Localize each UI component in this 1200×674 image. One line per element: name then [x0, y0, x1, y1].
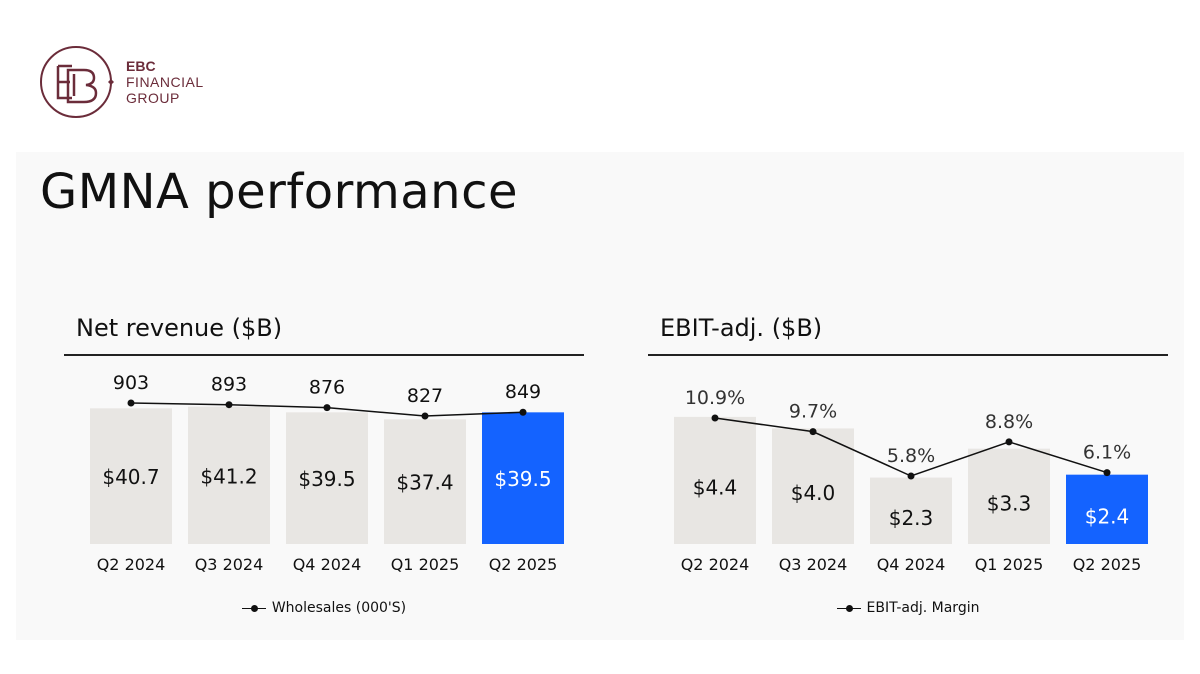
line-series-point — [225, 401, 233, 409]
line-series-label: 876 — [309, 377, 345, 399]
line-series-label: 903 — [113, 372, 149, 394]
line-series-label: 10.9% — [685, 387, 745, 409]
line-series-point — [127, 399, 135, 407]
bar-q3-2024 — [188, 406, 270, 544]
brand-line-3: GROUP — [126, 90, 180, 106]
bar-value-label: $4.0 — [791, 481, 836, 505]
line-series-point — [323, 404, 331, 412]
bar-value-label: $41.2 — [200, 464, 257, 488]
x-tick-label: Q2 2025 — [1073, 555, 1142, 574]
chart-title-rule — [648, 354, 1168, 356]
chart-plot: $40.7 Q2 2024 $41.2 Q3 2024 $39.5 Q4 2024 $37.… — [90, 372, 564, 574]
page-title: GMNA performance — [40, 164, 519, 220]
line-series-label: 893 — [211, 374, 247, 396]
bar-value-label: $2.3 — [889, 506, 934, 530]
line-series-label: 9.7% — [789, 401, 837, 423]
slide-background — [16, 152, 1184, 640]
line-series-label: 849 — [505, 381, 541, 403]
legend-label: EBIT-adj. Margin — [866, 600, 980, 616]
ebit-adj-chart: EBIT-adj. ($B) $4.4 Q2 2024 $4.0 Q3 2024 $2.… — [648, 306, 1168, 636]
bar-q2-2025 — [482, 412, 564, 544]
line-series-label: 6.1% — [1083, 442, 1131, 464]
x-tick-label: Q1 2025 — [391, 555, 460, 574]
bar-q4-2024 — [870, 477, 952, 544]
line-series-point — [711, 414, 719, 422]
bar-value-label: $3.3 — [987, 491, 1032, 515]
line-series-point — [907, 472, 915, 480]
line-series-label: 8.8% — [985, 411, 1033, 433]
bar-value-label: $2.4 — [1085, 504, 1130, 528]
chart-title-rule — [64, 354, 584, 356]
net-revenue-chart: Net revenue ($B) $40.7 Q2 2024 $41.2 Q3 202… — [64, 306, 584, 636]
bar-q4-2024 — [286, 412, 368, 544]
bar-q2-2024 — [674, 416, 756, 544]
bar-q3-2024 — [772, 428, 854, 544]
x-tick-label: Q2 2025 — [489, 555, 558, 574]
brand-logo: EBC FINANCIAL GROUP — [38, 44, 238, 120]
line-series-label: 827 — [407, 385, 443, 407]
bar-value-label: $39.5 — [298, 467, 355, 491]
chart-title: Net revenue ($B) — [76, 314, 283, 342]
x-tick-label: Q3 2024 — [779, 555, 848, 574]
bar-value-label: $39.5 — [494, 467, 551, 491]
line-series-point — [809, 428, 817, 436]
chart-legend: Wholesales (000'S) — [64, 600, 584, 616]
bar-q2-2025 — [1066, 474, 1148, 544]
brand-name: EBC FINANCIAL GROUP — [126, 58, 204, 106]
chart-legend: EBIT-adj. Margin — [648, 600, 1168, 616]
legend-line-marker-icon — [241, 604, 266, 612]
brand-line-1: EBC — [126, 58, 156, 74]
x-tick-label: Q2 2024 — [681, 555, 750, 574]
line-series-point — [421, 412, 429, 420]
line-series-point — [1005, 438, 1013, 446]
brand-monogram-icon — [40, 46, 114, 118]
x-tick-label: Q4 2024 — [293, 555, 362, 574]
bar-q1-2025 — [384, 419, 466, 544]
bar-value-label: $4.4 — [693, 475, 738, 499]
x-tick-label: Q4 2024 — [877, 555, 946, 574]
x-tick-label: Q3 2024 — [195, 555, 264, 574]
bar-q2-2024 — [90, 408, 172, 544]
bar-q1-2025 — [968, 448, 1050, 544]
legend-label: Wholesales (000'S) — [271, 600, 407, 616]
brand-line-2: FINANCIAL — [126, 74, 204, 90]
line-series-label: 5.8% — [887, 445, 935, 467]
legend-line-marker-icon — [836, 604, 861, 612]
chart-title: EBIT-adj. ($B) — [660, 314, 823, 342]
line-series-point — [1103, 469, 1111, 477]
x-tick-label: Q1 2025 — [975, 555, 1044, 574]
x-tick-label: Q2 2024 — [97, 555, 166, 574]
chart-plot: $4.4 Q2 2024 $4.0 Q3 2024 $2.3 Q4 2024 $3.3 Q1 … — [674, 387, 1148, 574]
line-series-point — [519, 408, 527, 416]
bar-value-label: $40.7 — [102, 465, 159, 489]
bar-value-label: $37.4 — [396, 471, 453, 495]
